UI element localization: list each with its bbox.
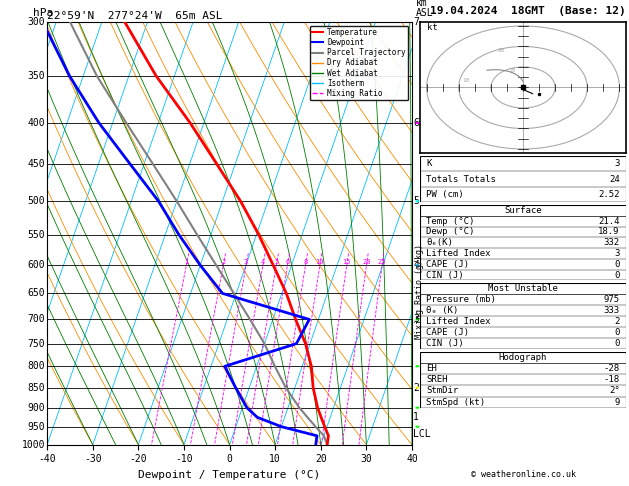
Text: 900: 900 xyxy=(28,403,45,413)
Text: 19.04.2024  18GMT  (Base: 12): 19.04.2024 18GMT (Base: 12) xyxy=(430,5,626,16)
Text: 500: 500 xyxy=(28,196,45,206)
Text: StmSpd (kt): StmSpd (kt) xyxy=(426,398,486,407)
Text: © weatheronline.co.uk: © weatheronline.co.uk xyxy=(470,469,576,479)
Text: 2: 2 xyxy=(221,260,225,265)
X-axis label: Dewpoint / Temperature (°C): Dewpoint / Temperature (°C) xyxy=(138,470,321,480)
Text: -18: -18 xyxy=(604,375,620,384)
Text: StmDir: StmDir xyxy=(426,386,459,396)
Legend: Temperature, Dewpoint, Parcel Trajectory, Dry Adiabat, Wet Adiabat, Isotherm, Mi: Temperature, Dewpoint, Parcel Trajectory… xyxy=(309,26,408,100)
Text: 975: 975 xyxy=(604,295,620,304)
Text: 0: 0 xyxy=(615,260,620,269)
Text: 4: 4 xyxy=(261,260,265,265)
Text: 22°59'N  277°24'W  65m ASL: 22°59'N 277°24'W 65m ASL xyxy=(47,11,223,21)
Text: 8: 8 xyxy=(303,260,308,265)
Text: Temp (°C): Temp (°C) xyxy=(426,217,475,226)
Text: 3: 3 xyxy=(413,314,419,325)
Text: 0: 0 xyxy=(615,339,620,348)
Text: 6: 6 xyxy=(413,118,419,128)
Text: K: K xyxy=(426,159,431,168)
Text: 5: 5 xyxy=(413,196,419,206)
Text: 350: 350 xyxy=(28,71,45,81)
Text: 600: 600 xyxy=(28,260,45,270)
Text: 21.4: 21.4 xyxy=(598,217,620,226)
Text: 950: 950 xyxy=(28,422,45,432)
Text: 700: 700 xyxy=(28,314,45,325)
Text: Mixing Ratio (g/kg): Mixing Ratio (g/kg) xyxy=(415,244,424,339)
Text: 332: 332 xyxy=(604,238,620,247)
Text: km
ASL: km ASL xyxy=(416,0,433,17)
Text: 9: 9 xyxy=(615,398,620,407)
Text: Totals Totals: Totals Totals xyxy=(426,174,496,184)
Text: 15: 15 xyxy=(343,260,351,265)
Text: PW (cm): PW (cm) xyxy=(426,190,464,199)
Text: 0: 0 xyxy=(615,328,620,337)
Text: θₑ (K): θₑ (K) xyxy=(426,306,459,315)
Text: 2°: 2° xyxy=(609,386,620,396)
Text: kt: kt xyxy=(426,23,437,32)
Text: 850: 850 xyxy=(28,382,45,393)
Text: 650: 650 xyxy=(28,288,45,298)
Text: 450: 450 xyxy=(28,159,45,169)
Text: 18.9: 18.9 xyxy=(598,227,620,237)
Text: 3: 3 xyxy=(615,159,620,168)
Text: Lifted Index: Lifted Index xyxy=(426,317,491,326)
Text: 300: 300 xyxy=(28,17,45,27)
Text: Surface: Surface xyxy=(504,206,542,215)
Text: θₑ(K): θₑ(K) xyxy=(426,238,454,247)
Text: 6: 6 xyxy=(286,260,289,265)
Text: 2: 2 xyxy=(413,382,419,393)
Text: 25: 25 xyxy=(378,260,386,265)
Text: 2.52: 2.52 xyxy=(598,190,620,199)
Text: CAPE (J): CAPE (J) xyxy=(426,260,469,269)
Text: 0: 0 xyxy=(615,271,620,279)
Text: CIN (J): CIN (J) xyxy=(426,271,464,279)
Text: 1000: 1000 xyxy=(22,440,45,450)
Text: CAPE (J): CAPE (J) xyxy=(426,328,469,337)
Text: 2: 2 xyxy=(615,317,620,326)
Text: 800: 800 xyxy=(28,361,45,371)
Text: 333: 333 xyxy=(604,306,620,315)
Text: Most Unstable: Most Unstable xyxy=(488,284,558,294)
Text: 20: 20 xyxy=(498,48,505,53)
Text: SREH: SREH xyxy=(426,375,448,384)
Text: 10: 10 xyxy=(508,68,516,72)
Text: -28: -28 xyxy=(604,364,620,373)
Text: Hodograph: Hodograph xyxy=(499,353,547,362)
Text: EH: EH xyxy=(426,364,437,373)
Text: Pressure (mb): Pressure (mb) xyxy=(426,295,496,304)
Text: 7: 7 xyxy=(413,17,419,27)
Text: CIN (J): CIN (J) xyxy=(426,339,464,348)
Text: 3: 3 xyxy=(244,260,248,265)
Text: hPa: hPa xyxy=(33,8,53,17)
Text: 1: 1 xyxy=(184,260,189,265)
Text: 1: 1 xyxy=(413,412,419,422)
Text: Dewp (°C): Dewp (°C) xyxy=(426,227,475,237)
Text: 10: 10 xyxy=(462,78,470,83)
Text: 4: 4 xyxy=(413,260,419,270)
Text: 24: 24 xyxy=(609,174,620,184)
Text: Lifted Index: Lifted Index xyxy=(426,249,491,258)
Text: 750: 750 xyxy=(28,339,45,348)
Text: 5: 5 xyxy=(274,260,279,265)
Text: LCL: LCL xyxy=(413,429,431,439)
Text: 20: 20 xyxy=(362,260,370,265)
Text: 3: 3 xyxy=(615,249,620,258)
Text: 10: 10 xyxy=(316,260,324,265)
Text: 550: 550 xyxy=(28,230,45,240)
Text: 400: 400 xyxy=(28,118,45,128)
